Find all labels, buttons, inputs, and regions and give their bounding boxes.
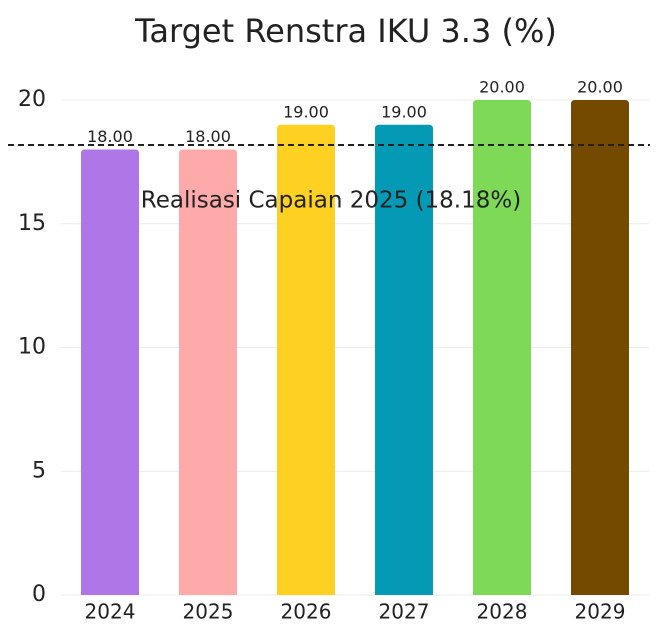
- x-tick-label: 2026: [281, 600, 332, 624]
- x-tick-label: 2029: [575, 600, 626, 624]
- annotation: Realisasi Capaian 2025 (18.18%): [141, 188, 521, 214]
- x-tick-label: 2027: [379, 600, 430, 624]
- chart-title: Target Renstra IKU 3.3 (%): [134, 12, 557, 50]
- bar: [277, 124, 335, 595]
- bar: [375, 124, 433, 595]
- data-label: 19.00: [381, 102, 427, 121]
- x-tick-label: 2025: [183, 600, 234, 624]
- y-tick-label: 5: [32, 458, 46, 483]
- bar: [473, 100, 531, 595]
- y-tick-label: 20: [18, 87, 46, 112]
- data-label: 18.00: [185, 127, 231, 146]
- bar: [179, 149, 237, 595]
- y-tick-label: 10: [18, 335, 46, 360]
- x-tick-label: 2024: [85, 600, 136, 624]
- bar: [81, 149, 139, 595]
- data-label: 20.00: [479, 78, 525, 97]
- x-tick-label: 2028: [477, 600, 528, 624]
- bar: [571, 100, 629, 595]
- y-tick-label: 15: [18, 211, 46, 236]
- data-label: 19.00: [283, 102, 329, 121]
- data-label: 20.00: [577, 78, 623, 97]
- data-label: 18.00: [87, 127, 133, 146]
- y-tick-label: 0: [32, 582, 46, 607]
